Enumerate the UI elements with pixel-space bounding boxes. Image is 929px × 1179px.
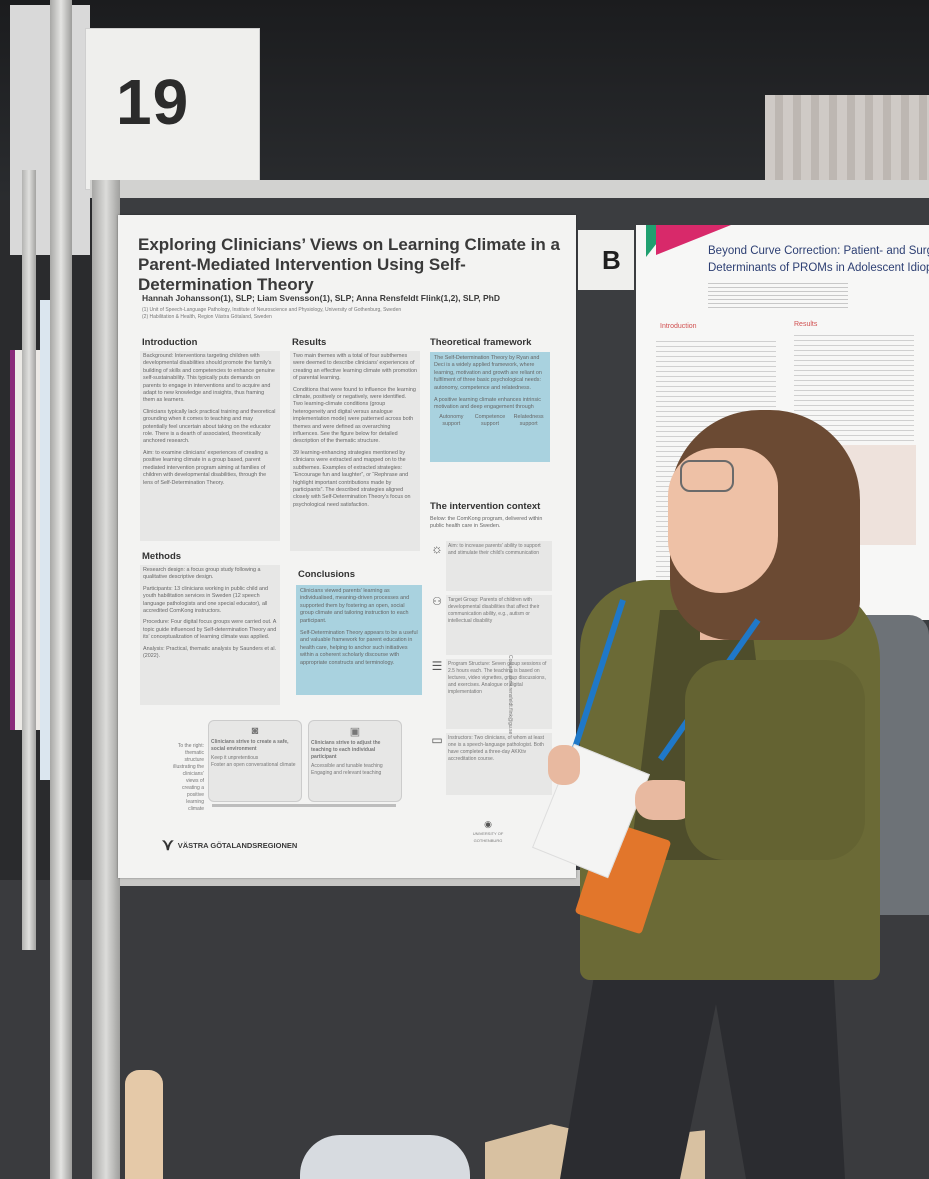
context-item: ☼ Aim: to increase parents’ ability to s… bbox=[428, 541, 552, 591]
context-item: ☰ Program Structure: Seven group session… bbox=[428, 659, 552, 729]
neighbor-poster-title: Beyond Curve Correction: Patient- and Su… bbox=[708, 243, 929, 277]
theory-paragraph: A positive learning climate enhances int… bbox=[434, 397, 541, 411]
figure-box-right: ▣ Clinicians strive to adjust the teachi… bbox=[308, 720, 402, 802]
plastic-bag bbox=[300, 1135, 470, 1179]
person bbox=[532, 410, 929, 1179]
results-heading: Results bbox=[292, 337, 327, 348]
figure-box-title: Clinicians strive to create a safe, soci… bbox=[211, 739, 289, 752]
need-label: Autonomy support bbox=[439, 413, 464, 428]
neighbor-intro-heading: Introduction bbox=[660, 323, 697, 330]
research-poster: Exploring Clinicians’ Views on Learning … bbox=[118, 215, 576, 878]
introduction-block: Background: Interventions targeting chil… bbox=[140, 351, 280, 541]
lightbulb-icon: ☼ bbox=[431, 541, 443, 556]
booth-number-sign: 19 bbox=[85, 28, 260, 190]
neighbor-title-line: Beyond Curve Correction: Patient- and Su… bbox=[708, 245, 929, 257]
methods-paragraph: Research design: a focus group study fol… bbox=[143, 567, 261, 581]
poster-affiliations: (1) Unit of Speech-Language Pathology, I… bbox=[142, 307, 562, 321]
methods-paragraph: Analysis: Practical, thematic analysis b… bbox=[143, 645, 277, 660]
context-item: ▭ Instructors: Two clinicians, of whom a… bbox=[428, 733, 552, 795]
jacket-sleeve bbox=[685, 660, 865, 860]
poster-title: Exploring Clinicians’ Views on Learning … bbox=[138, 235, 568, 295]
university-logo-text: UNIVERSITY OF GOTHENBURG bbox=[472, 831, 504, 843]
figure-box-item: Engaging and relevant teaching bbox=[311, 770, 382, 776]
introduction-paragraph: Clinicians typically lack practical trai… bbox=[143, 408, 276, 445]
conclusions-block: Clinicians viewed parents’ learning as i… bbox=[296, 585, 422, 695]
neighbor-title-line: Determinants of PROMs in Adolescent Idio… bbox=[708, 262, 929, 274]
poster-title-line: Determination Theory bbox=[138, 275, 314, 294]
context-item-text: Instructors: Two clinicians, of whom at … bbox=[446, 733, 552, 795]
poster-authors: Hannah Johansson(1), SLP; Liam Svensson(… bbox=[142, 293, 501, 303]
figure-box: ◙ Clinicians strive to create a safe, so… bbox=[208, 720, 402, 810]
poster-board-frame bbox=[90, 180, 929, 198]
figure-box-item: Keep it unpretentious bbox=[211, 755, 259, 761]
figure-box-item: Foster an open conversational climate bbox=[211, 762, 296, 768]
methods-paragraph: Participants: 13 clinicians working in p… bbox=[143, 585, 268, 615]
results-paragraph: 39 learning-enhancing strategies mention… bbox=[293, 449, 411, 508]
need-label: Competence support bbox=[474, 413, 506, 428]
figure-arrow bbox=[212, 804, 396, 807]
introduction-heading: Introduction bbox=[142, 337, 198, 348]
theory-needs: Autonomy support Competence support Rela… bbox=[430, 414, 550, 429]
hand bbox=[548, 745, 580, 785]
conclusions-heading: Conclusions bbox=[298, 569, 356, 580]
neighbor-results-heading: Results bbox=[794, 321, 818, 328]
neighbor-author-lines bbox=[708, 283, 848, 309]
contact-vertical: Contact: anna.rensfeldt.flink@gu.se bbox=[507, 655, 513, 735]
results-block: Two main themes with a total of four sub… bbox=[290, 351, 420, 551]
results-paragraph: Two main themes with a total of four sub… bbox=[293, 353, 417, 382]
context-item-text: Program Structure: Seven group sessions … bbox=[446, 659, 552, 729]
left-pole-thin bbox=[22, 170, 36, 950]
poster-title-line: Exploring Clinicians’ Views on Learning … bbox=[138, 235, 560, 254]
need-label: Relatedness support bbox=[513, 413, 544, 428]
methods-paragraph: Procedure: Four digital focus groups wer… bbox=[143, 619, 277, 641]
face bbox=[668, 448, 778, 593]
center-pole bbox=[92, 180, 120, 1179]
figure-box-left: ◙ Clinicians strive to create a safe, so… bbox=[208, 720, 302, 802]
context-item-text: Aim: to increase parents’ ability to sup… bbox=[446, 541, 552, 591]
university-logo: ◉ UNIVERSITY OF GOTHENBURG bbox=[458, 819, 518, 844]
context-item-text: Target Group: Parents of children with d… bbox=[446, 595, 552, 655]
affiliation-line: (2) Habilitation & Health, Region Västra… bbox=[142, 314, 272, 320]
context-heading: The intervention context bbox=[430, 501, 541, 512]
methods-heading: Methods bbox=[142, 551, 182, 562]
booth-number: 19 bbox=[116, 66, 190, 138]
cardboard-tube bbox=[125, 1070, 163, 1179]
poster-title-line: Parent-Mediated Intervention Using Self- bbox=[138, 255, 466, 274]
conclusions-paragraph: Self-Determination Theory appears to be … bbox=[300, 630, 418, 666]
conclusions-paragraph: Clinicians viewed parents’ learning as i… bbox=[300, 588, 410, 624]
figure-box-item: Accessible and tunable teaching bbox=[311, 763, 383, 769]
methods-block: Research design: a focus group study fol… bbox=[140, 565, 280, 705]
board-letter: B bbox=[602, 245, 621, 275]
glasses bbox=[680, 460, 734, 492]
figure-camera-icon: ◙ bbox=[251, 725, 259, 737]
theory-block: The Self-Determination Theory by Ryan an… bbox=[430, 352, 550, 462]
family-icon: ⚇ bbox=[432, 596, 442, 608]
context-list: ☼ Aim: to increase parents’ ability to s… bbox=[428, 541, 552, 795]
left-pole bbox=[50, 0, 72, 1179]
introduction-paragraph: Background: Interventions targeting chil… bbox=[143, 353, 275, 404]
figure-side-label: To the right: thematic structure illustr… bbox=[173, 743, 204, 812]
context-item: ⚇ Target Group: Parents of children with… bbox=[428, 595, 552, 655]
theory-paragraph: The Self-Determination Theory by Ryan an… bbox=[434, 355, 542, 391]
checklist-icon: ☰ bbox=[431, 659, 443, 673]
university-seal-icon: ◉ bbox=[484, 819, 492, 829]
region-logo-text: VÄSTRA GÖTALANDSREGIONEN bbox=[177, 840, 298, 850]
region-logo-mark: ⋎ bbox=[162, 837, 174, 854]
figure-box-title: Clinicians strive to adjust the teaching… bbox=[311, 740, 381, 760]
board-letter-plate: B bbox=[578, 230, 634, 290]
context-intro: Below: the ComKong program, delivered wi… bbox=[430, 516, 543, 530]
figure-board-icon: ▣ bbox=[349, 726, 361, 738]
introduction-paragraph: Aim: to examine clinicians’ experiences … bbox=[143, 449, 268, 486]
region-logo: ⋎ VÄSTRA GÖTALANDSREGIONEN bbox=[162, 835, 298, 855]
results-paragraph: Conditions that were found to influence … bbox=[293, 386, 416, 445]
theory-heading: Theoretical framework bbox=[430, 337, 532, 348]
presenter-icon: ▭ bbox=[431, 733, 443, 747]
affiliation-line: (1) Unit of Speech-Language Pathology, I… bbox=[142, 307, 402, 313]
curtain bbox=[765, 95, 929, 195]
